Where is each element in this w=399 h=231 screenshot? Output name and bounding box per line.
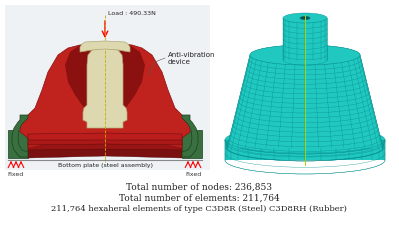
Polygon shape bbox=[28, 139, 182, 150]
Polygon shape bbox=[28, 133, 182, 140]
Ellipse shape bbox=[225, 126, 385, 154]
Bar bbox=[5, 5, 210, 170]
Polygon shape bbox=[182, 130, 202, 158]
Text: Total number of nodes: 236,853: Total number of nodes: 236,853 bbox=[126, 183, 272, 192]
Ellipse shape bbox=[250, 45, 360, 65]
Text: Fixed: Fixed bbox=[8, 172, 24, 177]
Polygon shape bbox=[225, 140, 385, 160]
Polygon shape bbox=[80, 41, 130, 52]
Ellipse shape bbox=[250, 45, 360, 65]
Text: Anti-vibration
device: Anti-vibration device bbox=[168, 52, 215, 66]
Polygon shape bbox=[227, 55, 383, 148]
Text: Fixed: Fixed bbox=[185, 172, 201, 177]
Polygon shape bbox=[283, 18, 327, 60]
Polygon shape bbox=[8, 130, 28, 158]
Text: 211,764 hexaheral elements of type C3D8R (Steel) C3D8RH (Rubber): 211,764 hexaheral elements of type C3D8R… bbox=[51, 205, 347, 213]
Polygon shape bbox=[65, 44, 145, 128]
Text: Bottom plate (steel assembly): Bottom plate (steel assembly) bbox=[57, 163, 152, 168]
Polygon shape bbox=[20, 44, 190, 148]
Text: Total number of elements: 211,764: Total number of elements: 211,764 bbox=[119, 194, 279, 203]
Text: Load : 490.33N: Load : 490.33N bbox=[108, 11, 156, 16]
Polygon shape bbox=[182, 115, 198, 157]
Polygon shape bbox=[28, 144, 182, 158]
Polygon shape bbox=[12, 115, 28, 157]
Polygon shape bbox=[28, 135, 182, 145]
Polygon shape bbox=[225, 140, 385, 148]
Ellipse shape bbox=[300, 16, 310, 19]
Polygon shape bbox=[83, 48, 127, 128]
Ellipse shape bbox=[283, 13, 327, 23]
